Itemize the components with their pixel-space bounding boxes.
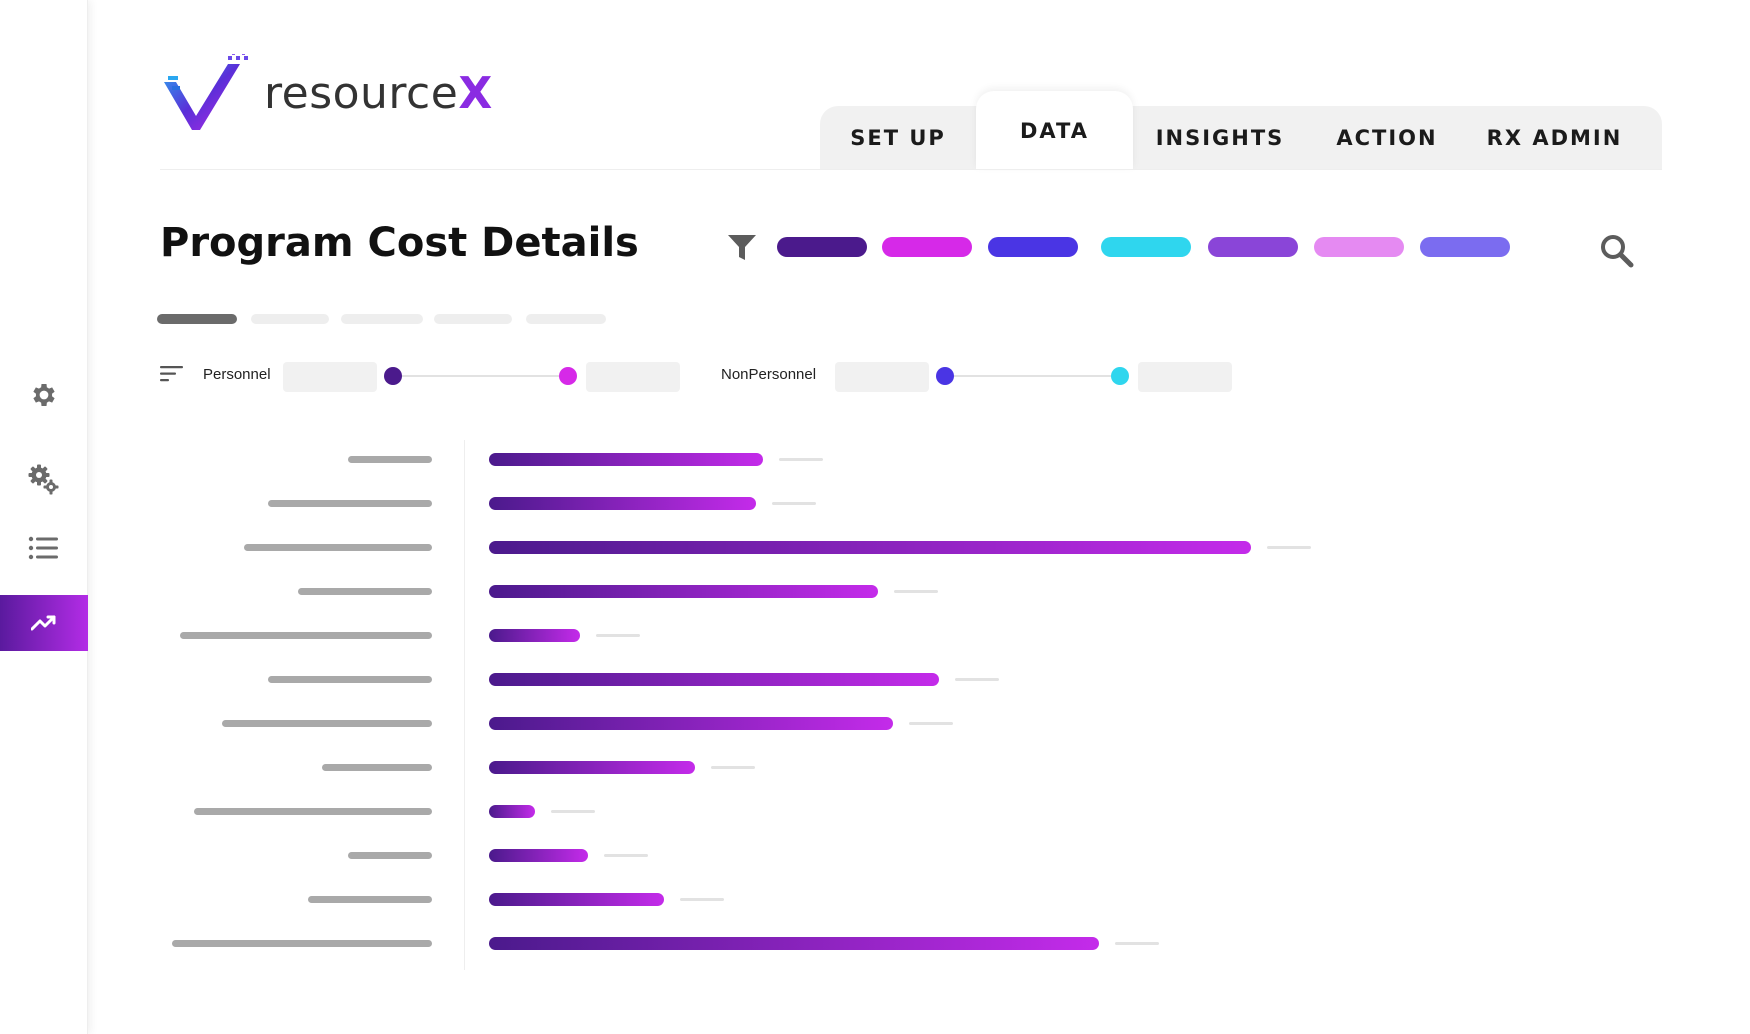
- cost-bar[interactable]: [489, 497, 756, 510]
- search-icon: [1601, 235, 1634, 268]
- sidebar-item-list[interactable]: [0, 520, 88, 576]
- logo-check-icon: [164, 54, 248, 130]
- sidebar-item-insights[interactable]: [0, 595, 88, 651]
- bar-category-label: [180, 632, 432, 639]
- page-title: Program Cost Details: [160, 220, 639, 266]
- bar-value-label: [550, 810, 595, 813]
- nonpersonnel-range-track[interactable]: [946, 375, 1120, 377]
- bar-category-label: [348, 852, 432, 859]
- bar-value-label: [1114, 942, 1159, 945]
- filter-button[interactable]: [726, 232, 758, 269]
- cost-bar[interactable]: [489, 761, 695, 774]
- legend-pill-5[interactable]: [1208, 237, 1298, 257]
- nonpersonnel-min-input[interactable]: [835, 362, 929, 392]
- tab-rx-admin[interactable]: RX ADMIN: [1486, 126, 1623, 150]
- cost-bar[interactable]: [489, 585, 878, 598]
- gears-icon: [28, 464, 59, 495]
- logo-wordmark: resourceX: [264, 68, 493, 119]
- personnel-max-input[interactable]: [586, 362, 680, 392]
- tab-data[interactable]: DATA: [976, 91, 1133, 170]
- personnel-min-input[interactable]: [283, 362, 377, 392]
- cost-bar[interactable]: [489, 673, 939, 686]
- bar-value-label: [908, 722, 953, 725]
- bar-category-label: [244, 544, 432, 551]
- nonpersonnel-range-label: NonPersonnel: [721, 366, 817, 383]
- bar-category-label: [194, 808, 432, 815]
- cost-bar[interactable]: [489, 717, 893, 730]
- bar-category-label: [268, 676, 432, 683]
- bar-value-label: [1267, 546, 1311, 549]
- header-divider: [160, 169, 1662, 170]
- bar-category-label: [348, 456, 432, 463]
- sort-button[interactable]: [160, 365, 184, 388]
- bar-value-label: [771, 502, 816, 505]
- tab-action[interactable]: ACTION: [1336, 126, 1438, 150]
- bar-value-label: [954, 678, 999, 681]
- subtab-5[interactable]: [526, 314, 606, 324]
- cost-bar[interactable]: [489, 629, 581, 642]
- trend-up-icon: [31, 615, 56, 631]
- tab-insights[interactable]: INSIGHTS: [1155, 126, 1285, 150]
- legend-pill-7[interactable]: [1420, 237, 1510, 257]
- cost-bar[interactable]: [489, 849, 589, 862]
- bar-value-label: [710, 766, 755, 769]
- cost-bar[interactable]: [489, 805, 535, 818]
- personnel-max-handle[interactable]: [559, 367, 577, 385]
- legend-pill-4[interactable]: [1101, 237, 1191, 257]
- chart-axis-line: [464, 440, 465, 970]
- bar-value-label: [604, 854, 649, 857]
- nonpersonnel-max-handle[interactable]: [1111, 367, 1129, 385]
- nonpersonnel-min-handle[interactable]: [936, 367, 954, 385]
- legend-pill-1[interactable]: [777, 237, 867, 257]
- legend-pill-2[interactable]: [882, 237, 972, 257]
- cost-bar[interactable]: [489, 893, 665, 906]
- bar-value-label: [893, 590, 938, 593]
- bar-category-label: [308, 896, 432, 903]
- sidebar-item-settings[interactable]: [0, 367, 88, 423]
- subtab-3[interactable]: [341, 314, 423, 324]
- main-tabs: SET UP DATA INSIGHTS ACTION RX ADMIN: [820, 91, 1662, 170]
- bar-category-label: [322, 764, 432, 771]
- cost-bar[interactable]: [489, 937, 1099, 950]
- subtab-1[interactable]: [157, 314, 237, 324]
- tab-set-up[interactable]: SET UP: [850, 126, 946, 150]
- cost-bar[interactable]: [489, 541, 1251, 554]
- legend-pill-6[interactable]: [1314, 237, 1404, 257]
- bar-category-label: [172, 940, 432, 947]
- personnel-min-handle[interactable]: [384, 367, 402, 385]
- bar-category-label: [222, 720, 432, 727]
- app-logo[interactable]: resourceX: [162, 54, 493, 134]
- bar-value-label: [680, 898, 725, 901]
- legend-pill-3[interactable]: [988, 237, 1078, 257]
- list-icon: [28, 536, 58, 560]
- sort-icon: [160, 366, 183, 382]
- nonpersonnel-max-input[interactable]: [1138, 362, 1232, 392]
- funnel-icon: [728, 235, 756, 260]
- cost-bar[interactable]: [489, 453, 764, 466]
- subtab-4[interactable]: [434, 314, 512, 324]
- bar-value-label: [779, 458, 824, 461]
- sidebar: [0, 0, 88, 1034]
- bar-value-label: [596, 634, 641, 637]
- personnel-range-track[interactable]: [394, 375, 568, 377]
- subtab-2[interactable]: [251, 314, 329, 324]
- search-button[interactable]: [1600, 234, 1634, 273]
- logo-wordmark-accent: X: [458, 68, 493, 119]
- bar-category-label: [298, 588, 432, 595]
- sidebar-item-configuration[interactable]: [0, 451, 88, 507]
- bar-category-label: [268, 500, 432, 507]
- personnel-range-label: Personnel: [203, 366, 271, 383]
- gear-icon: [33, 384, 55, 406]
